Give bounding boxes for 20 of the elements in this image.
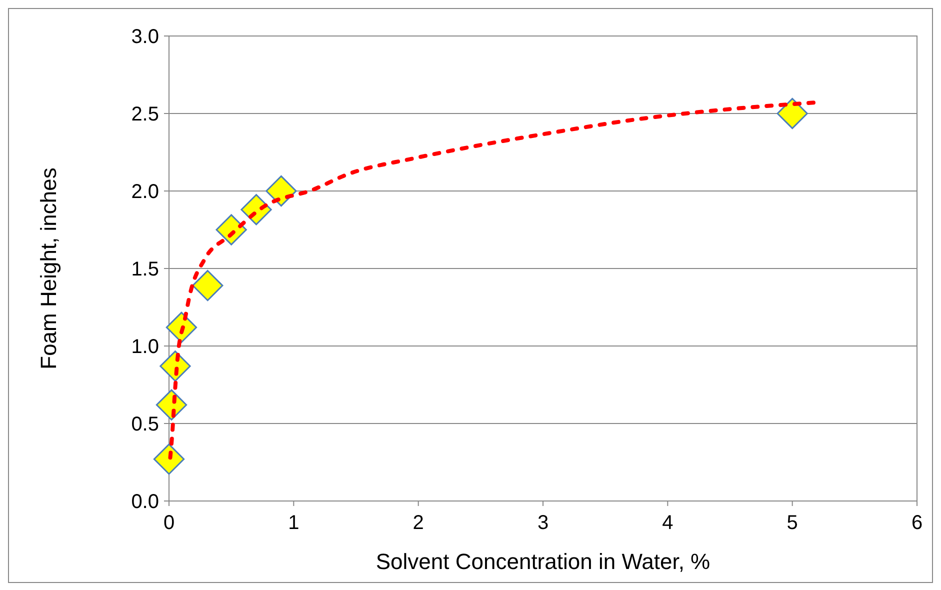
x-tick-label: 6 <box>911 512 923 534</box>
point <box>266 175 297 207</box>
point <box>192 270 224 302</box>
y-tick-label: 1.5 <box>131 258 159 280</box>
y-tick-label: 2.5 <box>131 104 159 126</box>
x-tick-label: 3 <box>537 512 549 534</box>
y-axis-title: Foam Height, inches <box>36 168 61 370</box>
y-tick-label: 0.0 <box>131 491 159 513</box>
x-tick-label: 4 <box>662 512 674 534</box>
x-tick-label: 2 <box>412 512 424 534</box>
x-tick-label: 5 <box>786 512 798 534</box>
point <box>776 98 808 130</box>
x-tick-label: 1 <box>288 512 300 534</box>
point <box>153 444 185 475</box>
y-tick-label: 0.5 <box>131 414 159 436</box>
y-tick-label: 1.0 <box>131 336 159 358</box>
y-tick-label: 2.0 <box>131 181 159 203</box>
x-axis-title: Solvent Concentration in Water, % <box>376 549 710 574</box>
x-tick-label: 0 <box>163 512 175 534</box>
y-tick-label: 3.0 <box>131 26 159 48</box>
